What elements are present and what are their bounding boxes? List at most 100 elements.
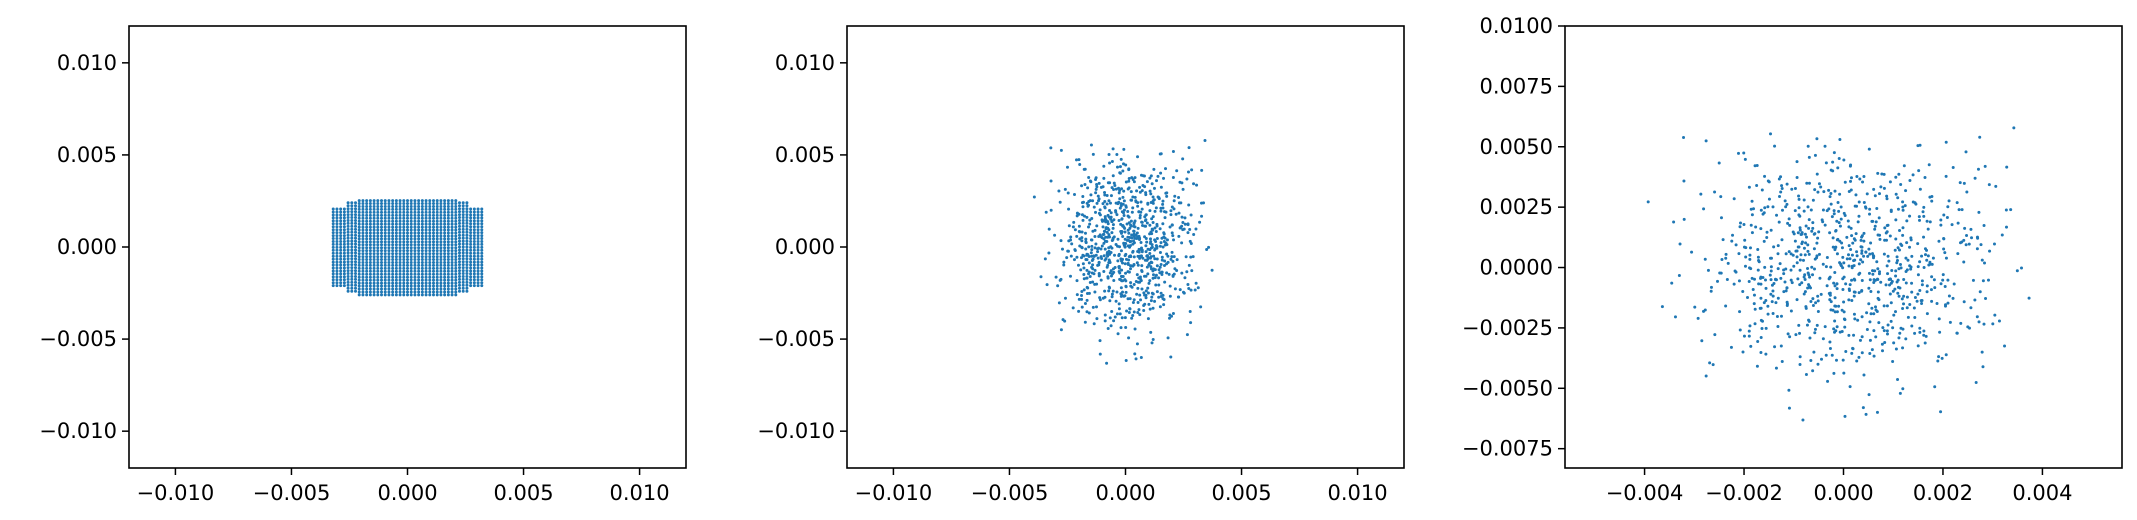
scatter-point [446,287,450,291]
scatter-point [1826,379,1830,383]
scatter-point [1815,241,1819,245]
scatter-point [476,239,480,243]
scatter-point [443,281,447,285]
scatter-point [406,246,409,250]
scatter-point [342,237,346,241]
scatter-point [1094,242,1098,246]
scatter-point [335,216,339,220]
scatter-point [465,227,469,231]
scatter-point [1833,319,1837,323]
scatter-point [1889,277,1893,281]
scatter-point [368,231,372,235]
scatter-point [1891,359,1895,363]
scatter-point [465,257,469,261]
scatter-point [1116,259,1120,263]
scatter-point [1867,271,1871,275]
scatter-point [346,224,350,228]
scatter-point [406,249,409,253]
scatter-point [1177,211,1181,215]
scatter-point [409,246,413,250]
scatter-point [1816,236,1820,240]
scatter-point [1094,178,1098,182]
scatter-point [342,228,346,232]
scatter-point [1170,223,1174,227]
scatter-point [439,293,443,297]
scatter-point [1123,316,1127,320]
scatter-point [394,260,398,264]
scatter-point [387,243,391,247]
scatter-point [417,255,421,259]
scatter-panel-grid: −0.010 −0.005 0.000 0.005 0.010−0.010−0.0050… [39,25,687,505]
scatter-point [1703,257,1707,261]
scatter-point [1957,208,1961,212]
scatter-point [1709,285,1713,289]
scatter-point [1744,255,1748,259]
scatter-point [376,222,380,226]
scatter-point [1127,179,1131,183]
scatter-point [1843,325,1847,329]
scatter-point [1136,280,1140,284]
scatter-point [1187,263,1191,267]
scatter-point [1170,314,1174,318]
scatter-point [1129,264,1133,268]
scatter-point [465,207,469,211]
scatter-point [1797,245,1801,249]
scatter-point [331,242,335,246]
scatter-point [1926,254,1930,258]
scatter-point [342,210,346,214]
scatter-point [357,284,361,288]
scatter-point [394,246,398,250]
scatter-point [1744,246,1748,250]
scatter-point [339,245,343,249]
scatter-point [450,204,454,208]
scatter-point [439,263,443,267]
scatter-point [1145,180,1149,184]
scatter-point [1123,230,1127,234]
scatter-point [1848,164,1852,168]
scatter-point [446,269,450,273]
scatter-point [1910,324,1914,328]
scatter-point [1852,264,1856,268]
scatter-point [387,266,391,270]
scatter-point [1084,237,1088,241]
scatter-point [1942,247,1946,251]
scatter-point [1106,327,1110,331]
scatter-point [1870,306,1874,310]
scatter-point [1081,205,1085,209]
scatter-point [1120,268,1124,272]
scatter-point [1890,269,1894,272]
scatter-point [361,246,365,250]
scatter-point [1843,414,1847,418]
scatter-point [1135,261,1139,265]
scatter-point [1842,300,1846,304]
scatter-point [428,210,432,214]
scatter-point [1089,251,1093,255]
scatter-point [1756,255,1760,259]
scatter-point [1776,325,1780,329]
scatter-point [402,237,406,241]
scatter-point [354,201,358,205]
scatter-point [1859,258,1863,262]
scatter-point [380,269,384,273]
scatter-point [342,251,346,255]
scatter-point [1119,286,1123,290]
scatter-point [1831,160,1835,164]
scatter-point [1803,273,1807,277]
scatter-point [354,236,358,240]
scatter-point [431,260,435,264]
scatter-point [1154,283,1158,287]
scatter-point [391,263,395,267]
scatter-point [1806,267,1810,271]
scatter-point [1860,249,1864,253]
scatter-point [1937,239,1941,243]
scatter-point [431,225,435,229]
scatter-point [1098,296,1102,300]
scatter-point [1942,237,1946,241]
scatter-point [435,255,439,259]
scatter-point [1787,250,1791,254]
scatter-point [1121,202,1125,206]
scatter-point [454,225,458,229]
scatter-point [1916,242,1920,246]
scatter-point [361,234,365,238]
scatter-point [1145,221,1149,225]
